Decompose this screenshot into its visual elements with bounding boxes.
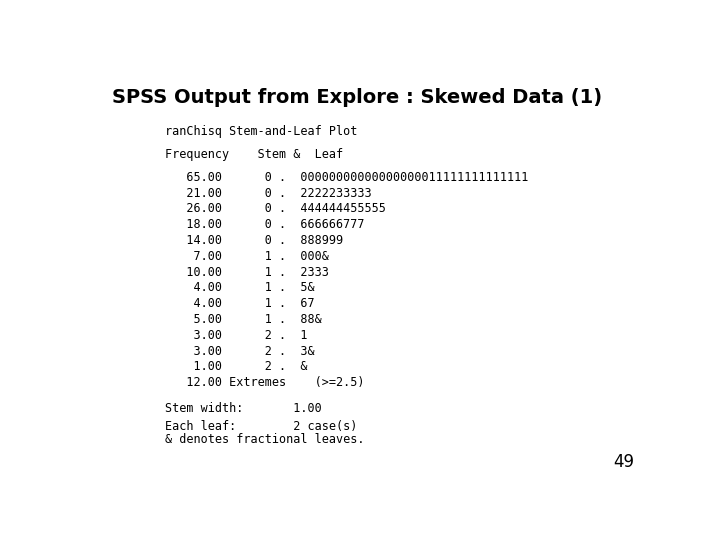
Text: ranChisq Stem-and-Leaf Plot: ranChisq Stem-and-Leaf Plot xyxy=(166,125,358,138)
Text: 21.00      0 .  2222233333: 21.00 0 . 2222233333 xyxy=(166,187,372,200)
Text: 7.00      1 .  000&: 7.00 1 . 000& xyxy=(166,250,329,263)
Text: 49: 49 xyxy=(613,454,634,471)
Text: 26.00      0 .  444444455555: 26.00 0 . 444444455555 xyxy=(166,202,386,215)
Text: 10.00      1 .  2333: 10.00 1 . 2333 xyxy=(166,266,329,279)
Text: 4.00      1 .  67: 4.00 1 . 67 xyxy=(166,297,315,310)
Text: 1.00      2 .  &: 1.00 2 . & xyxy=(166,360,308,374)
Text: 18.00      0 .  666666777: 18.00 0 . 666666777 xyxy=(166,218,365,231)
Text: Frequency    Stem &  Leaf: Frequency Stem & Leaf xyxy=(166,148,343,161)
Text: 4.00      1 .  5&: 4.00 1 . 5& xyxy=(166,281,315,294)
Text: Stem width:       1.00: Stem width: 1.00 xyxy=(166,402,322,415)
Text: 65.00      0 .  00000000000000000011111111111111: 65.00 0 . 000000000000000000111111111111… xyxy=(166,171,528,184)
Text: SPSS Output from Explore : Skewed Data (1): SPSS Output from Explore : Skewed Data (… xyxy=(112,87,603,107)
Text: & denotes fractional leaves.: & denotes fractional leaves. xyxy=(166,433,365,446)
Text: 12.00 Extremes    (>=2.5): 12.00 Extremes (>=2.5) xyxy=(166,376,365,389)
Text: 3.00      2 .  3&: 3.00 2 . 3& xyxy=(166,345,315,357)
Text: 5.00      1 .  88&: 5.00 1 . 88& xyxy=(166,313,322,326)
Text: 14.00      0 .  888999: 14.00 0 . 888999 xyxy=(166,234,343,247)
Text: 3.00      2 .  1: 3.00 2 . 1 xyxy=(166,329,308,342)
Text: Each leaf:        2 case(s): Each leaf: 2 case(s) xyxy=(166,420,358,433)
